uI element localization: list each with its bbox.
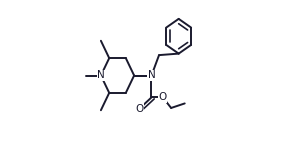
Text: O: O <box>135 104 144 114</box>
Text: N: N <box>97 71 105 80</box>
Text: N: N <box>147 71 155 80</box>
Text: O: O <box>159 92 167 102</box>
